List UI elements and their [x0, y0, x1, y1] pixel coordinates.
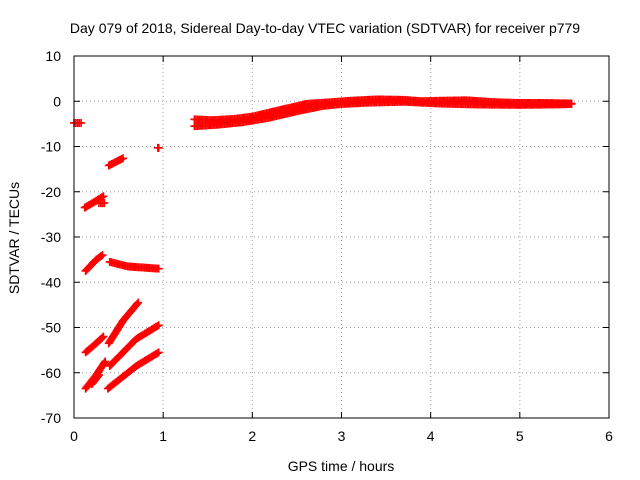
data-point [134, 298, 143, 307]
y-tick-label: -70 [41, 410, 61, 426]
chart-title: Day 079 of 2018, Sidereal Day-to-day VTE… [70, 20, 580, 36]
data-point [133, 299, 142, 308]
data-point [94, 371, 103, 380]
data-point [154, 143, 163, 152]
x-tick-label: 1 [159, 428, 167, 444]
data-point [77, 118, 86, 127]
data-point [100, 199, 109, 208]
y-axis-label: SDTVAR / TECUs [6, 182, 22, 294]
x-tick-label: 5 [516, 428, 524, 444]
data-point [93, 372, 102, 381]
x-tick-label: 2 [248, 428, 256, 444]
data-point [153, 349, 162, 358]
y-tick-label: 0 [53, 93, 61, 109]
data-point [119, 154, 128, 163]
y-tick-label: -30 [41, 229, 61, 245]
x-tick-label: 6 [605, 428, 613, 444]
grid [74, 56, 609, 418]
axis-ticks: 0 1 2 3 4 5 6 10 0 -10 -20 -30 -40 -50 -60 -70 [41, 48, 613, 444]
data-point [98, 251, 107, 260]
data-point [154, 264, 163, 273]
y-tick-label: 10 [45, 48, 61, 64]
x-tick-label: 3 [338, 428, 346, 444]
data-markers [70, 95, 576, 393]
y-tick-label: -20 [41, 184, 61, 200]
y-tick-label: -60 [41, 365, 61, 381]
data-point [97, 252, 106, 261]
data-point [154, 321, 163, 330]
data-point [99, 332, 108, 341]
data-point [98, 333, 107, 342]
data-point [101, 357, 110, 366]
data-point [99, 192, 108, 201]
y-tick-label: -40 [41, 274, 61, 290]
data-point [154, 348, 163, 357]
data-point [567, 99, 576, 108]
x-axis-label: GPS time / hours [288, 458, 395, 474]
data-point [100, 358, 109, 367]
y-tick-label: -10 [41, 139, 61, 155]
y-tick-label: -50 [41, 320, 61, 336]
x-tick-label: 0 [70, 428, 78, 444]
data-point [153, 322, 162, 331]
x-tick-label: 4 [427, 428, 435, 444]
